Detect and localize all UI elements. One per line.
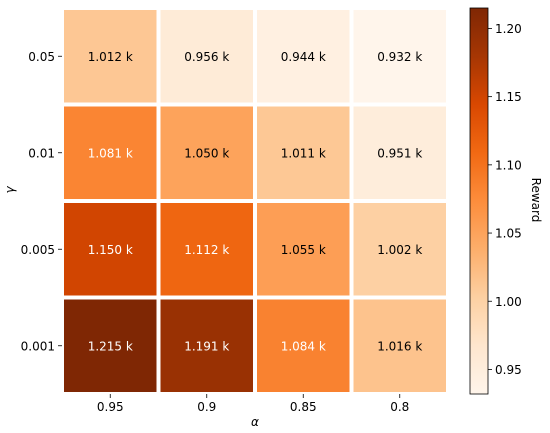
x-tick-label: 0.95 xyxy=(97,400,124,414)
cell-value-label: 1.050 k xyxy=(184,146,229,160)
heatmap-cell xyxy=(353,203,446,296)
cell-value-label: 1.084 k xyxy=(281,339,326,353)
y-axis: 0.05 0.01 0.005 0.001 xyxy=(21,50,62,353)
y-tick-label: 0.001 xyxy=(21,339,55,353)
heatmap-cell xyxy=(160,106,253,199)
heatmap-cell xyxy=(160,203,253,296)
cell-value-label: 0.932 k xyxy=(377,50,422,64)
x-tick-label: 0.8 xyxy=(390,400,409,414)
cell-value-label: 1.011 k xyxy=(281,146,326,160)
heatmap-cell xyxy=(257,203,350,296)
heatmap-cell xyxy=(64,10,157,103)
heatmap-cell xyxy=(353,10,446,103)
heatmap-cell xyxy=(353,299,446,392)
cell-value-label: 0.944 k xyxy=(281,50,326,64)
cell-value-label: 0.951 k xyxy=(377,146,422,160)
heatmap-cell xyxy=(257,106,350,199)
cell-value-label: 1.081 k xyxy=(88,146,133,160)
heatmap-cells xyxy=(64,10,446,392)
x-axis-label: α xyxy=(251,415,259,429)
cell-value-label: 1.112 k xyxy=(184,243,229,257)
y-tick-label: 0.05 xyxy=(28,50,55,64)
heatmap-cell xyxy=(257,299,350,392)
colorbar-label: Reward xyxy=(529,178,543,223)
y-tick-label: 0.005 xyxy=(21,243,55,257)
colorbar-tick-label: 1.00 xyxy=(495,295,522,309)
y-axis-label: γ xyxy=(3,186,17,194)
x-axis: 0.95 0.9 0.85 0.8 xyxy=(97,394,409,414)
colorbar-tick-label: 1.05 xyxy=(495,227,522,241)
heatmap-cell xyxy=(160,10,253,103)
cell-value-label: 0.956 k xyxy=(184,50,229,64)
heatmap-cell xyxy=(257,10,350,103)
x-tick-label: 0.9 xyxy=(197,400,216,414)
colorbar-tick-label: 1.20 xyxy=(495,22,522,36)
heatmap-cell xyxy=(64,299,157,392)
colorbar-tick-label: 0.95 xyxy=(495,363,522,377)
colorbar-tick-label: 1.10 xyxy=(495,158,522,172)
colorbar: 0.95 1.00 1.05 1.10 1.15 1.20 xyxy=(469,7,522,395)
y-tick-label: 0.01 xyxy=(28,146,55,160)
heatmap-cell xyxy=(64,203,157,296)
heatmap-cell xyxy=(160,299,253,392)
heatmap-cell xyxy=(64,106,157,199)
cell-value-label: 1.215 k xyxy=(88,339,133,353)
cell-value-label: 1.016 k xyxy=(377,339,422,353)
colorbar-gradient xyxy=(469,7,489,395)
x-tick-label: 0.85 xyxy=(290,400,317,414)
cell-value-label: 1.191 k xyxy=(184,339,229,353)
heatmap-cell xyxy=(353,106,446,199)
cell-value-labels: 1.012 k 0.956 k 0.944 k 0.932 k 1.081 k 1.050… xyxy=(88,50,423,354)
cell-value-label: 1.012 k xyxy=(88,50,133,64)
colorbar-tick-label: 1.15 xyxy=(495,90,522,104)
cell-value-label: 1.055 k xyxy=(281,243,326,257)
cell-value-label: 1.002 k xyxy=(377,243,422,257)
cell-value-label: 1.150 k xyxy=(88,243,133,257)
